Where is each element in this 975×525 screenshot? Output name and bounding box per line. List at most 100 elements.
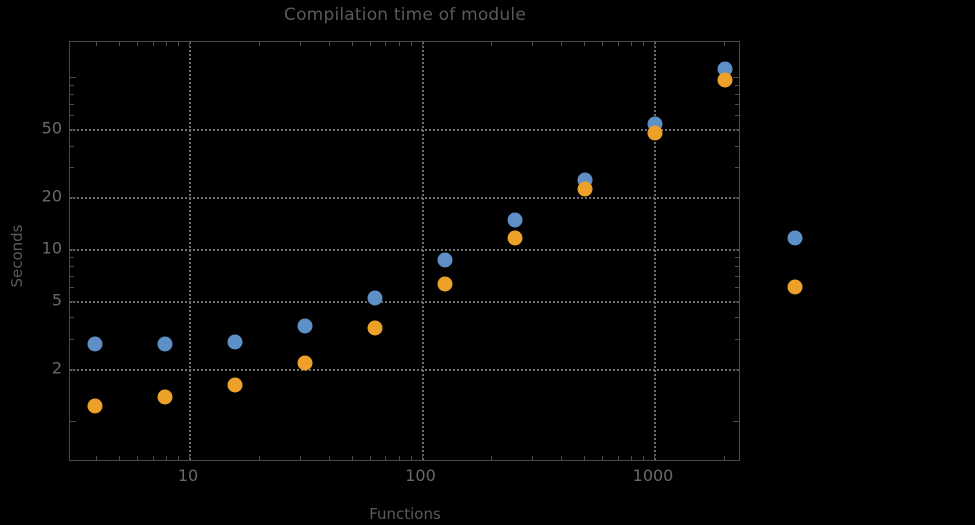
gridline-vertical xyxy=(421,42,424,460)
x-tick-mark-top xyxy=(723,42,725,46)
x-tick-label: 1000 xyxy=(632,466,674,485)
data-point xyxy=(227,334,243,350)
gridline-horizontal xyxy=(70,369,739,371)
y-tick-mark xyxy=(70,275,74,277)
data-point xyxy=(87,336,103,352)
y-tick-mark-right xyxy=(735,317,739,319)
y-tick-mark xyxy=(70,93,74,95)
y-tick-mark-right xyxy=(735,93,739,95)
y-tick-mark xyxy=(70,145,74,147)
gridline-vertical xyxy=(189,42,191,460)
x-tick-mark xyxy=(643,456,645,460)
x-tick-mark-top xyxy=(137,42,139,46)
data-point xyxy=(507,230,523,246)
x-tick-mark xyxy=(299,456,301,460)
y-tick-mark xyxy=(70,265,74,267)
x-tick-mark-top xyxy=(617,42,619,46)
data-point xyxy=(157,336,173,352)
x-tick-mark-top xyxy=(351,42,353,46)
x-axis-title: Functions xyxy=(369,505,441,523)
y-tick-mark xyxy=(70,249,76,250)
data-point xyxy=(787,230,803,246)
x-tick-mark xyxy=(723,456,725,460)
x-tick-mark xyxy=(617,456,619,460)
y-tick-mark xyxy=(70,115,74,117)
data-point xyxy=(507,212,523,228)
x-tick-mark-top xyxy=(96,42,98,46)
x-tick-mark xyxy=(328,456,330,460)
x-tick-mark xyxy=(152,456,154,460)
x-tick-mark xyxy=(369,456,371,460)
y-tick-mark xyxy=(70,420,76,422)
gridline-horizontal xyxy=(70,249,739,251)
y-tick-mark-right xyxy=(733,197,739,199)
x-tick-mark xyxy=(385,456,387,460)
y-tick-mark-right xyxy=(735,265,739,267)
x-tick-mark xyxy=(137,456,139,460)
x-tick-mark xyxy=(258,456,260,460)
x-tick-mark-top xyxy=(152,42,154,46)
y-tick-label: 10 xyxy=(41,238,62,258)
y-tick-mark-right xyxy=(735,167,739,169)
x-tick-mark-top xyxy=(561,42,563,46)
x-tick-mark xyxy=(398,456,400,460)
y-tick-mark-right xyxy=(735,145,739,147)
data-point xyxy=(297,318,313,334)
x-tick-mark xyxy=(410,456,412,460)
y-tick-mark xyxy=(70,287,74,289)
x-tick-mark xyxy=(421,454,423,460)
x-tick-mark-top xyxy=(491,42,493,46)
y-tick-label: 50 xyxy=(41,118,62,138)
y-tick-mark-right xyxy=(735,85,739,87)
y-tick-mark xyxy=(70,317,74,319)
y-tick-mark xyxy=(70,128,76,130)
y-tick-mark xyxy=(70,197,76,199)
y-tick-mark-right xyxy=(735,115,739,117)
gridline-horizontal xyxy=(70,128,739,131)
data-point xyxy=(717,72,733,88)
y-tick-mark xyxy=(70,300,76,302)
y-tick-label: 20 xyxy=(41,186,62,206)
y-tick-mark-right xyxy=(735,275,739,277)
x-tick-mark xyxy=(561,456,563,460)
x-tick-mark-top xyxy=(421,42,423,48)
x-tick-mark-top xyxy=(631,42,633,46)
y-tick-mark-right xyxy=(733,249,739,250)
x-tick-mark-top xyxy=(532,42,534,46)
x-tick-mark xyxy=(96,456,98,460)
x-tick-mark-top xyxy=(398,42,400,46)
y-tick-mark-right xyxy=(735,103,739,105)
x-tick-mark-top xyxy=(189,42,190,48)
x-tick-mark-top xyxy=(643,42,645,46)
x-tick-mark-top xyxy=(385,42,387,46)
y-tick-mark xyxy=(70,85,74,87)
x-tick-mark xyxy=(166,456,168,460)
x-tick-mark xyxy=(119,456,120,460)
y-tick-label: 2 xyxy=(51,358,62,378)
y-tick-mark xyxy=(70,256,74,258)
data-point xyxy=(367,290,383,306)
x-tick-mark-top xyxy=(369,42,371,46)
x-tick-mark xyxy=(178,456,180,460)
x-tick-mark xyxy=(189,454,190,460)
x-tick-mark xyxy=(584,456,585,460)
x-tick-mark-top xyxy=(584,42,585,46)
x-tick-mark-top xyxy=(299,42,301,46)
data-point xyxy=(297,355,313,371)
x-tick-mark-top xyxy=(178,42,180,46)
data-point xyxy=(437,276,453,292)
x-tick-mark xyxy=(654,454,655,460)
data-point xyxy=(227,377,243,393)
y-tick-mark-right xyxy=(733,300,739,302)
y-tick-mark-right xyxy=(735,256,739,258)
x-tick-mark-top xyxy=(654,42,655,48)
y-tick-mark-right xyxy=(733,369,739,370)
data-point xyxy=(157,389,173,405)
x-tick-mark-top xyxy=(166,42,168,46)
x-tick-mark-top xyxy=(602,42,604,46)
y-tick-mark xyxy=(70,338,74,340)
x-tick-mark xyxy=(631,456,633,460)
y-tick-mark-right xyxy=(733,128,739,130)
y-tick-mark xyxy=(70,167,74,169)
